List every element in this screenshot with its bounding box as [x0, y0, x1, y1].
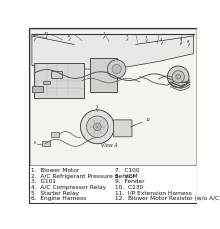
Bar — [30, 29, 196, 165]
Text: 3.  G101: 3. G101 — [31, 180, 56, 185]
Text: 7: 7 — [145, 36, 147, 40]
Circle shape — [94, 123, 101, 131]
Text: 4: 4 — [160, 38, 163, 42]
Text: 12: 12 — [146, 118, 151, 123]
Bar — [32, 86, 44, 92]
Text: 6: 6 — [33, 141, 36, 145]
Circle shape — [172, 71, 184, 83]
Text: 5.  Starter Relay: 5. Starter Relay — [31, 191, 79, 196]
Bar — [44, 81, 50, 85]
Text: 1.  Blower Motor: 1. Blower Motor — [31, 168, 79, 173]
Text: 2.  A/C Refrigerant Pressure Sensor: 2. A/C Refrigerant Pressure Sensor — [31, 174, 135, 179]
Polygon shape — [32, 34, 194, 69]
Text: 1: 1 — [96, 105, 98, 109]
Text: 8.  VCM: 8. VCM — [115, 174, 138, 179]
Bar — [42, 142, 50, 146]
Bar — [34, 63, 84, 98]
Text: 9: 9 — [33, 35, 35, 38]
Text: 7.  C100: 7. C100 — [115, 168, 140, 173]
Circle shape — [112, 64, 121, 74]
Text: 3: 3 — [125, 35, 128, 38]
Text: 5: 5 — [179, 38, 182, 42]
Bar — [51, 132, 59, 137]
Text: 12.  Blower Motor Resistor (w/o A/C): 12. Blower Motor Resistor (w/o A/C) — [115, 196, 220, 201]
Text: 11: 11 — [66, 35, 71, 38]
Text: 6.  Engine Harness: 6. Engine Harness — [31, 196, 86, 201]
Text: 10.  C130: 10. C130 — [115, 185, 143, 190]
Bar — [90, 57, 117, 92]
FancyBboxPatch shape — [114, 120, 132, 137]
Text: 2: 2 — [102, 32, 105, 36]
Circle shape — [87, 116, 108, 138]
Circle shape — [176, 74, 180, 79]
Text: 10: 10 — [43, 32, 48, 36]
Text: View A: View A — [101, 143, 117, 148]
Circle shape — [107, 60, 126, 78]
Circle shape — [167, 66, 189, 87]
Text: 11.  I/P Extension Harness: 11. I/P Extension Harness — [115, 191, 192, 196]
Bar — [51, 71, 62, 78]
Text: 8: 8 — [187, 40, 189, 44]
Text: 9.  Fender: 9. Fender — [115, 180, 145, 185]
Circle shape — [81, 110, 114, 144]
Text: 4.  A/C Compressor Relay: 4. A/C Compressor Relay — [31, 185, 106, 190]
